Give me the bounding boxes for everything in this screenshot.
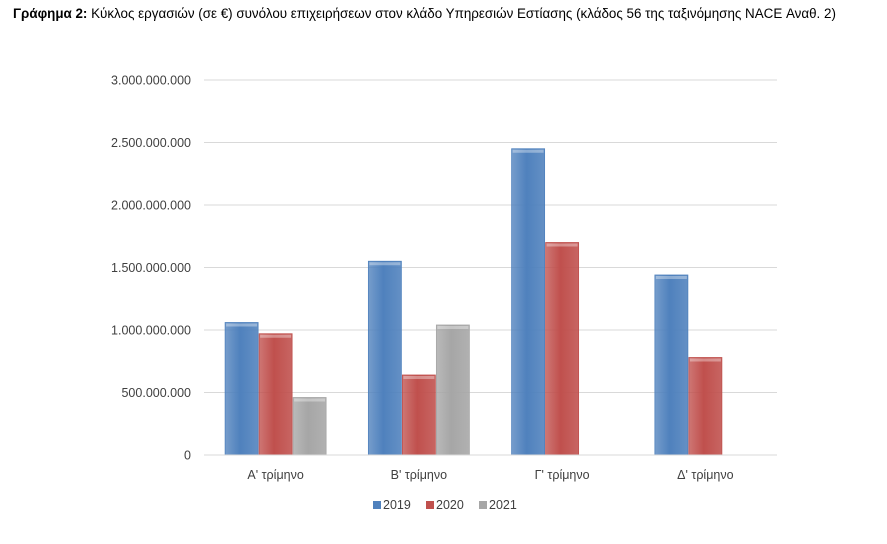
bar-highlight bbox=[260, 334, 292, 338]
bar-highlight bbox=[403, 376, 435, 379]
x-axis-category-labels: Α' τρίμηνο Β' τρίμηνο Γ' τρίμηνο Δ' τρίμηνο bbox=[247, 468, 733, 482]
bar-highlight bbox=[437, 326, 469, 329]
bar-2020-3 bbox=[545, 242, 580, 456]
bar-highlight bbox=[294, 398, 326, 402]
bar-2019-2 bbox=[367, 260, 402, 456]
category-label: Γ' τρίμηνο bbox=[535, 468, 590, 482]
y-tick-label: 0 bbox=[184, 449, 191, 463]
bar-2020-1 bbox=[258, 333, 293, 456]
bar-2019-3 bbox=[511, 148, 546, 456]
y-axis-tick-labels: 0 500.000.000 1.000.000.000 1.500.000.000 2.… bbox=[111, 74, 191, 463]
y-tick-label: 1.000.000.000 bbox=[111, 324, 191, 338]
bars bbox=[224, 148, 723, 456]
y-tick-label: 2.500.000.000 bbox=[111, 136, 191, 150]
bar-highlight bbox=[512, 149, 544, 153]
category-label: Β' τρίμηνο bbox=[391, 468, 447, 482]
legend-label-2020: 2020 bbox=[436, 498, 464, 512]
legend-swatch-2019 bbox=[373, 501, 381, 509]
bar-2020-4 bbox=[688, 357, 723, 456]
legend-label-2019: 2019 bbox=[383, 498, 411, 512]
legend: 2019 2020 2021 bbox=[373, 498, 517, 512]
bar-2021-2 bbox=[435, 324, 470, 456]
bar-2019-1 bbox=[224, 322, 259, 456]
bar-2019-4 bbox=[654, 274, 689, 456]
bar-highlight bbox=[369, 262, 401, 266]
caption-text: Κύκλος εργασιών (σε €) συνόλου επιχειρήσ… bbox=[91, 6, 836, 21]
legend-label-2021: 2021 bbox=[489, 498, 517, 512]
legend-swatch-2021 bbox=[479, 501, 487, 509]
caption-label: Γράφημα 2: bbox=[13, 6, 88, 21]
chart-caption: Γράφημα 2: Κύκλος εργασιών (σε €) συνόλο… bbox=[13, 4, 879, 23]
y-tick-label: 500.000.000 bbox=[121, 386, 191, 400]
y-tick-label: 1.500.000.000 bbox=[111, 261, 191, 275]
y-tick-label: 2.000.000.000 bbox=[111, 199, 191, 213]
legend-swatch-2020 bbox=[426, 501, 434, 509]
y-tick-label: 3.000.000.000 bbox=[111, 74, 191, 88]
bar-2020-2 bbox=[401, 374, 436, 456]
bar-highlight bbox=[546, 243, 578, 247]
bar-highlight bbox=[655, 276, 687, 279]
bar-highlight bbox=[689, 358, 721, 362]
category-label: Α' τρίμηνο bbox=[247, 468, 303, 482]
bar-2021-1 bbox=[292, 397, 327, 456]
category-label: Δ' τρίμηνο bbox=[677, 468, 733, 482]
bar-highlight bbox=[226, 323, 258, 327]
